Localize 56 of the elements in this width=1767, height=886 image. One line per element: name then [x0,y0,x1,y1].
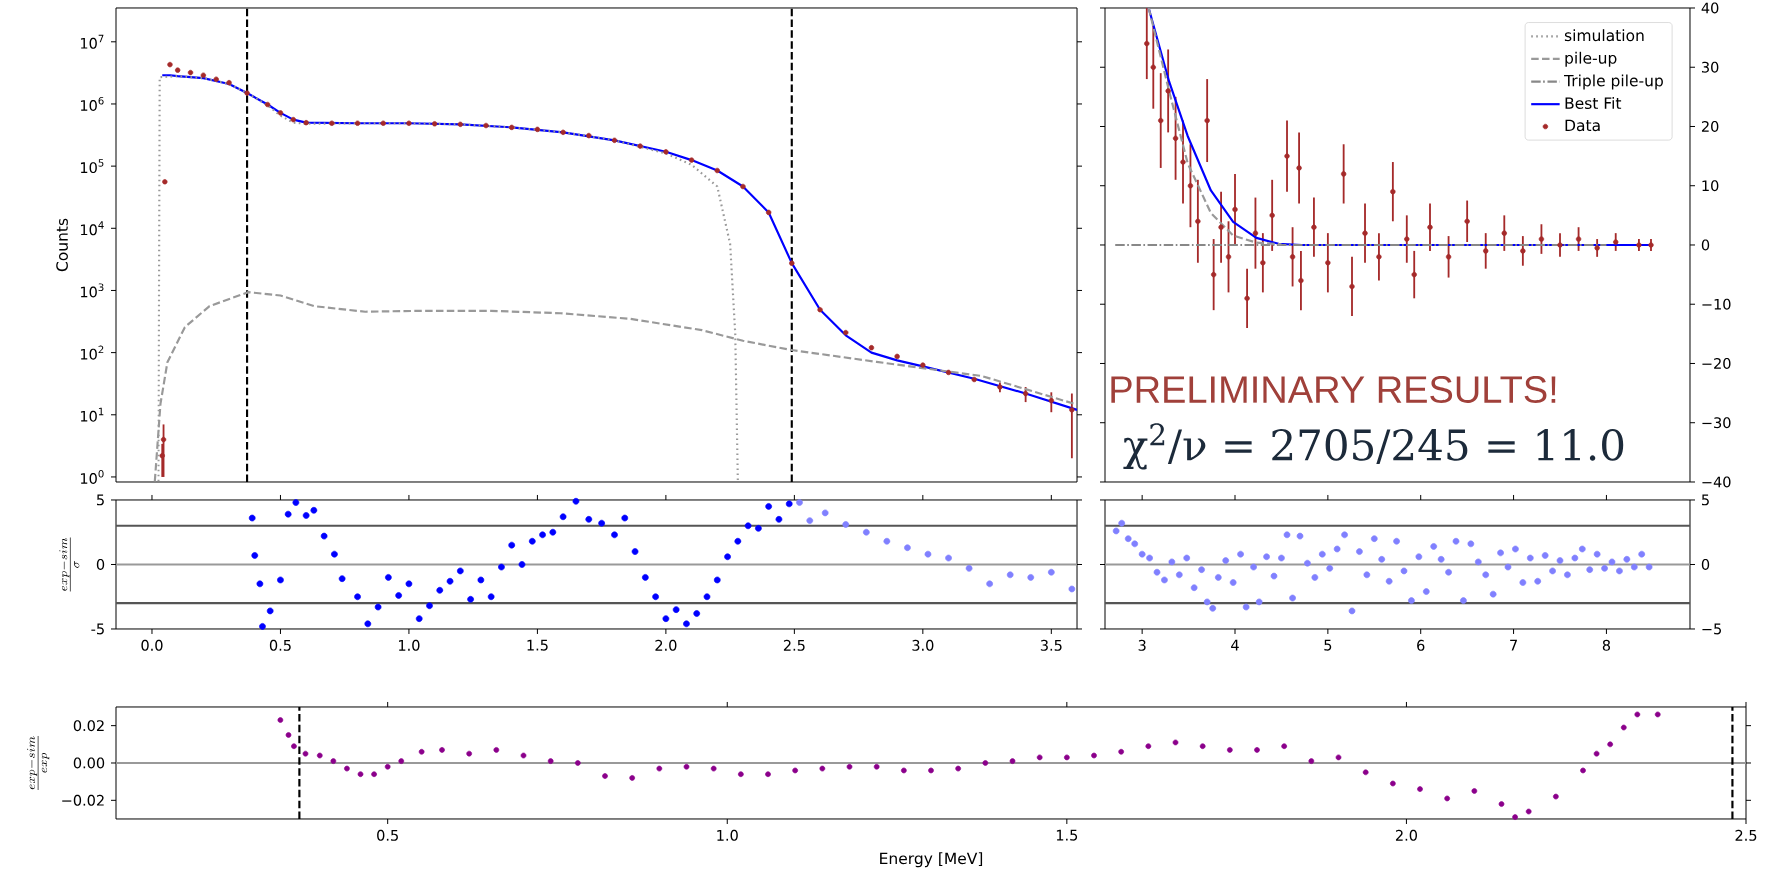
x-tick-label: 6 [1417,639,1425,651]
x-tick-label: 8 [1602,639,1611,651]
x-tick-label: 0.0 [141,639,163,651]
y-tick-label: −40 [1702,476,1731,488]
text: simulation [1564,29,1644,42]
annotation: χ$^{2}$/ν = 2705/245 = 11.0 [1123,423,1624,470]
x-tick-label: 4 [1231,639,1239,651]
y-axis-title: $\frac{exp-sim}{\sigma}$ [59,537,80,592]
y-tick-label: 0.02 [73,720,104,732]
x-tick-label: 0.5 [269,639,291,651]
y-tick-label: 5 [1702,494,1709,506]
x-tick-label: 1.5 [1056,829,1078,841]
y-tick-label: 10$^{3}$ [80,283,104,298]
y-tick-label: 0 [1701,239,1710,251]
y-tick-label: −5 [1702,623,1722,635]
x-tick-label: 2.5 [783,639,805,651]
x-tick-label: 3.5 [1040,639,1062,651]
x-tick-label: 5 [1324,639,1332,651]
x-tick-label: 1.0 [399,639,420,651]
y-tick-label: 10$^{2}$ [80,345,104,360]
legend-label: pile-up [1565,51,1617,67]
x-tick-label: 1.0 [717,829,738,841]
y-tick-label: −0.02 [62,794,104,806]
y-tick-label: 10$^{1}$ [80,407,104,422]
legend-label: Data [1565,119,1600,132]
y-tick-label: 40 [1701,2,1719,14]
y-tick-label: 0.00 [73,757,105,769]
y-tick-label: 10$^{4}$ [80,221,104,236]
annotation: PRELIMINARY RESULTS! [1111,376,1556,403]
legend-label: Best Fit [1565,97,1622,110]
y-tick-label: 30 [1701,61,1719,73]
y-tick-label: 0 [96,558,105,570]
x-tick-label: 2.0 [1395,829,1417,841]
y-axis-title: Counts [56,218,68,272]
y-tick-label: 10$^{6}$ [80,96,104,112]
y-tick-label: 10$^{5}$ [80,159,104,174]
x-tick-label: 2.0 [655,639,677,651]
y-axis-title: $\frac{exp-sim}{exp}$ [27,735,50,790]
y-tick-label: -5 [91,623,104,635]
y-tick-label: 5 [97,494,104,506]
x-tick-label: 1.5 [527,639,548,651]
y-tick-label: 10$^{7}$ [80,34,104,49]
x-tick-label: 0.5 [377,829,398,841]
y-tick-label: 10$^{0}$ [80,469,104,485]
y-tick-label: −20 [1702,357,1731,369]
y-tick-label: −30 [1702,417,1731,429]
y-tick-label: 20 [1701,120,1719,132]
y-tick-label: 0 [1701,558,1710,570]
x-tick-label: 3.0 [912,639,934,651]
x-tick-label: 2.5 [1735,829,1757,841]
x-tick-label: 3 [1138,639,1146,651]
x-tick-label: 7 [1510,639,1517,651]
y-tick-label: −10 [1702,298,1731,310]
x-axis-title: Energy [MeV] [880,852,983,868]
legend-label: Triple pile-up [1564,74,1663,90]
y-tick-label: 10 [1702,180,1719,192]
